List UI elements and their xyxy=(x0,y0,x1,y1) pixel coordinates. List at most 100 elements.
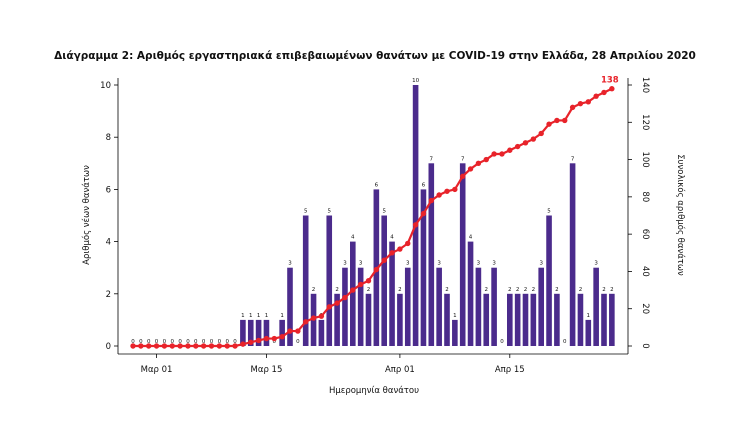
cumulative-point xyxy=(405,240,411,247)
bar-value-label: 0 xyxy=(131,339,135,345)
cumulative-point xyxy=(420,210,427,217)
cumulative-point xyxy=(475,160,482,166)
bar xyxy=(475,267,482,346)
cumulative-point xyxy=(334,300,340,306)
bar-value-label: 2 xyxy=(555,287,559,293)
bar xyxy=(365,293,372,346)
bar-value-label: 0 xyxy=(194,339,198,345)
cumulative-point xyxy=(318,313,325,319)
bar xyxy=(263,319,270,346)
bar-value-label: 5 xyxy=(328,209,332,215)
bar-value-label: 2 xyxy=(367,287,371,293)
cumulative-point xyxy=(538,130,544,137)
bar xyxy=(530,293,537,346)
cumulative-point xyxy=(554,117,560,124)
cumulative-point xyxy=(255,337,262,344)
cumulative-point xyxy=(381,257,387,263)
cumulative-point xyxy=(303,319,309,325)
bar xyxy=(247,319,254,346)
cumulative-point xyxy=(232,343,238,349)
bar xyxy=(389,241,395,346)
cumulative-point xyxy=(216,343,223,349)
bar xyxy=(554,293,560,346)
bar-value-label: 3 xyxy=(288,261,292,267)
bar-value-label: 3 xyxy=(406,261,410,267)
cumulative-point xyxy=(279,333,285,340)
bar-value-label: 7 xyxy=(430,156,434,162)
cumulative-point xyxy=(310,315,317,321)
cumulative-point xyxy=(483,156,489,163)
y-left-tick-label: 6 xyxy=(106,185,111,195)
bar xyxy=(420,189,427,346)
bar xyxy=(255,319,262,346)
bar-value-label: 3 xyxy=(343,261,347,267)
y-right-tick-label: 20 xyxy=(640,303,650,314)
bar xyxy=(585,319,592,346)
bar xyxy=(483,293,490,346)
bar-value-label: 1 xyxy=(265,313,269,319)
y-left-tick-label: 2 xyxy=(106,290,111,300)
cumulative-point xyxy=(271,335,277,342)
bar xyxy=(357,267,364,346)
y-left-tick-label: 10 xyxy=(100,81,111,91)
bar-value-label: 0 xyxy=(233,339,237,345)
cumulative-point xyxy=(569,104,576,111)
y-right-tick-label: 0 xyxy=(640,343,650,348)
cumulative-point xyxy=(295,328,301,334)
cumulative-point xyxy=(193,343,199,349)
y-right-tick-label: 140 xyxy=(640,77,650,93)
bar-value-label: 1 xyxy=(257,313,261,319)
cumulative-point xyxy=(585,99,591,105)
y-left-tick-label: 8 xyxy=(106,133,111,143)
cumulative-point xyxy=(522,140,529,146)
bar-value-label: 2 xyxy=(579,287,583,293)
cumulative-point xyxy=(593,93,599,99)
y-left-tick-label: 4 xyxy=(106,238,111,248)
bar-value-label: 10 xyxy=(412,78,419,84)
cumulative-point xyxy=(208,343,215,349)
cumulative-point xyxy=(397,246,403,252)
cumulative-point xyxy=(460,173,466,180)
bar-value-label: 5 xyxy=(304,209,308,215)
cumulative-point xyxy=(546,121,552,127)
bar-value-label: 2 xyxy=(398,287,402,293)
y-right-tick-label: 120 xyxy=(640,114,650,130)
x-tick-label: Απρ 01 xyxy=(385,365,415,375)
cumulative-point xyxy=(499,151,505,157)
bar xyxy=(577,293,584,346)
cumulative-point xyxy=(161,343,168,349)
cumulative-point xyxy=(177,343,183,349)
bar-value-label: 0 xyxy=(186,339,190,345)
cumulative-point xyxy=(342,294,348,301)
bar xyxy=(452,319,458,346)
cumulative-point xyxy=(153,343,160,349)
bar-value-label: 0 xyxy=(218,339,222,345)
y-right-tick-label: 80 xyxy=(640,191,650,202)
bar-value-label: 2 xyxy=(516,287,520,293)
cumulative-point xyxy=(357,281,364,288)
bar xyxy=(609,293,615,346)
x-tick-label: Μαρ 15 xyxy=(251,365,283,375)
cumulative-line-series: 138 xyxy=(130,76,619,349)
bar-value-label: 2 xyxy=(445,287,449,293)
bar xyxy=(593,267,599,346)
cumulative-point xyxy=(444,188,450,194)
cumulative-point xyxy=(436,192,442,198)
bar xyxy=(279,319,285,346)
bar-value-label: 2 xyxy=(524,287,528,293)
bar xyxy=(342,267,348,346)
bar xyxy=(538,267,544,346)
bar xyxy=(412,85,419,346)
bar xyxy=(318,319,325,346)
cumulative-point xyxy=(609,86,615,92)
y-axis-right-title: Συνολικός αριθμός θανάτων xyxy=(675,154,686,276)
bar xyxy=(240,319,246,346)
bar-value-label: 0 xyxy=(178,339,182,345)
bar-value-labels: 0000000000000011110130521523432654231067… xyxy=(131,78,613,345)
bar xyxy=(287,267,293,346)
bar-value-label: 5 xyxy=(382,209,386,215)
bar xyxy=(428,163,435,346)
bar-value-label: 0 xyxy=(155,339,159,345)
cumulative-point xyxy=(169,343,175,349)
cumulative-point xyxy=(373,266,380,273)
